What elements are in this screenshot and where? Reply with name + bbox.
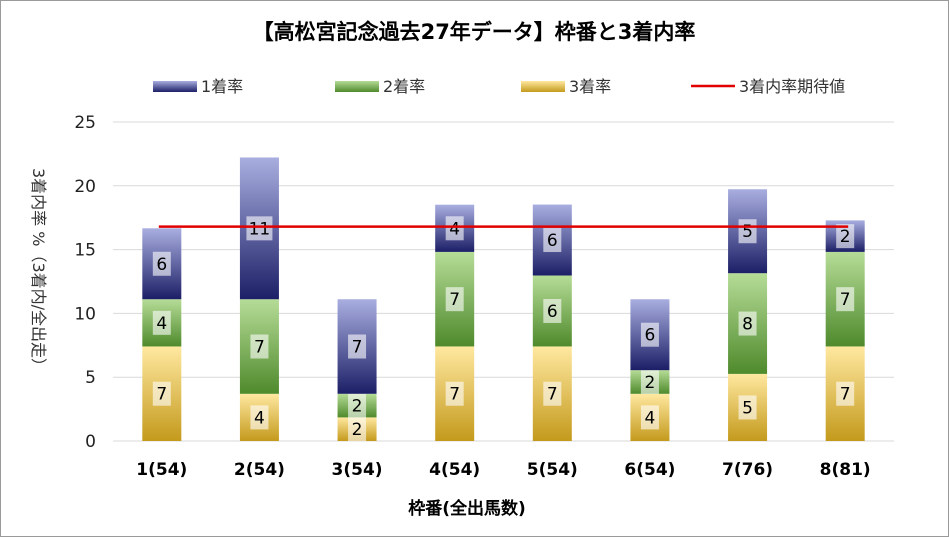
data-label: 6 — [645, 326, 656, 346]
data-label: 7 — [547, 385, 558, 405]
data-label: 2 — [352, 420, 363, 440]
legend-label: 2着率 — [383, 77, 425, 96]
data-label: 7 — [156, 385, 167, 405]
legend-label: 3着率 — [569, 77, 611, 96]
data-label-background — [836, 381, 855, 406]
legend: 1着率 2着率 3着率 3着内率期待値 — [153, 77, 845, 96]
data-label-background — [640, 322, 659, 347]
data-label: 5 — [742, 398, 753, 418]
data-label: 7 — [840, 290, 851, 310]
legend-label: 1着率 — [201, 77, 243, 96]
data-label-background — [836, 287, 855, 312]
data-label-background — [348, 334, 367, 359]
chart-title: 【高松宮記念過去27年データ】枠番と3着内率 — [253, 20, 696, 44]
data-label: 5 — [742, 222, 753, 242]
data-label-background — [738, 311, 757, 336]
y-tick-label: 20 — [74, 177, 96, 197]
y-axis-ticks: 0 5 10 15 20 25 — [74, 113, 96, 452]
data-label-background — [250, 405, 269, 430]
y-tick-label: 0 — [85, 432, 96, 452]
data-label: 11 — [249, 219, 271, 239]
data-label-background — [246, 216, 273, 241]
data-label: 7 — [449, 385, 460, 405]
y-tick-label: 25 — [74, 113, 96, 133]
y-tick-label: 5 — [85, 368, 96, 388]
bars: 7 4 6 4 7 11 2 2 7 7 7 4 7 6 6 4 2 6 5 8 5 7 7 2 — [142, 157, 865, 442]
data-label-background — [543, 298, 562, 323]
data-label: 4 — [449, 219, 460, 239]
legend-swatch — [335, 81, 379, 92]
gridlines — [113, 121, 894, 442]
data-label-background — [738, 395, 757, 420]
data-label-background — [152, 310, 171, 335]
y-axis-label: 3着内率 %（3着内/全出走） — [29, 168, 48, 374]
data-label-background — [152, 251, 171, 276]
data-label: 4 — [645, 408, 656, 428]
data-label: 7 — [840, 385, 851, 405]
data-label-background — [445, 216, 464, 241]
legend-label: 3着内率期待値 — [739, 77, 845, 96]
data-label-background — [445, 381, 464, 406]
x-tick-label: 6(54) — [624, 460, 675, 480]
y-tick-label: 15 — [74, 241, 96, 261]
data-label: 2 — [352, 397, 363, 417]
data-label: 7 — [352, 338, 363, 358]
data-label-background — [543, 381, 562, 406]
data-label-background — [445, 287, 464, 312]
x-tick-label: 2(54) — [234, 460, 285, 480]
data-label: 7 — [254, 338, 265, 358]
data-label: 4 — [254, 408, 265, 428]
data-label-background — [348, 417, 367, 442]
x-axis-label: 枠番(全出馬数) — [408, 498, 526, 519]
data-label: 6 — [547, 231, 558, 251]
data-label: 2 — [645, 373, 656, 393]
data-label-background — [250, 334, 269, 359]
data-label: 7 — [449, 290, 460, 310]
data-label: 6 — [547, 302, 558, 322]
legend-swatch — [153, 81, 197, 92]
data-label-background — [152, 381, 171, 406]
data-label-background — [836, 224, 855, 249]
data-label-background — [348, 393, 367, 418]
x-tick-label: 5(54) — [527, 460, 578, 480]
data-label: 6 — [156, 255, 167, 275]
x-tick-label: 3(54) — [332, 460, 383, 480]
data-label-background — [738, 219, 757, 244]
data-label-background — [543, 228, 562, 253]
data-label-background — [640, 405, 659, 430]
data-label: 2 — [840, 227, 851, 247]
data-label-background — [640, 369, 659, 394]
x-tick-label: 4(54) — [429, 460, 480, 480]
legend-swatch — [521, 81, 565, 92]
x-tick-label: 8(81) — [820, 460, 871, 480]
data-label: 4 — [156, 314, 167, 334]
x-tick-label: 7(76) — [722, 460, 773, 480]
x-axis-ticks: 1(54) 2(54) 3(54) 4(54) 5(54) 6(54) 7(76) 8(81) — [136, 460, 870, 480]
data-label: 8 — [742, 315, 753, 335]
x-tick-label: 1(54) — [136, 460, 187, 480]
y-tick-label: 10 — [74, 304, 96, 324]
